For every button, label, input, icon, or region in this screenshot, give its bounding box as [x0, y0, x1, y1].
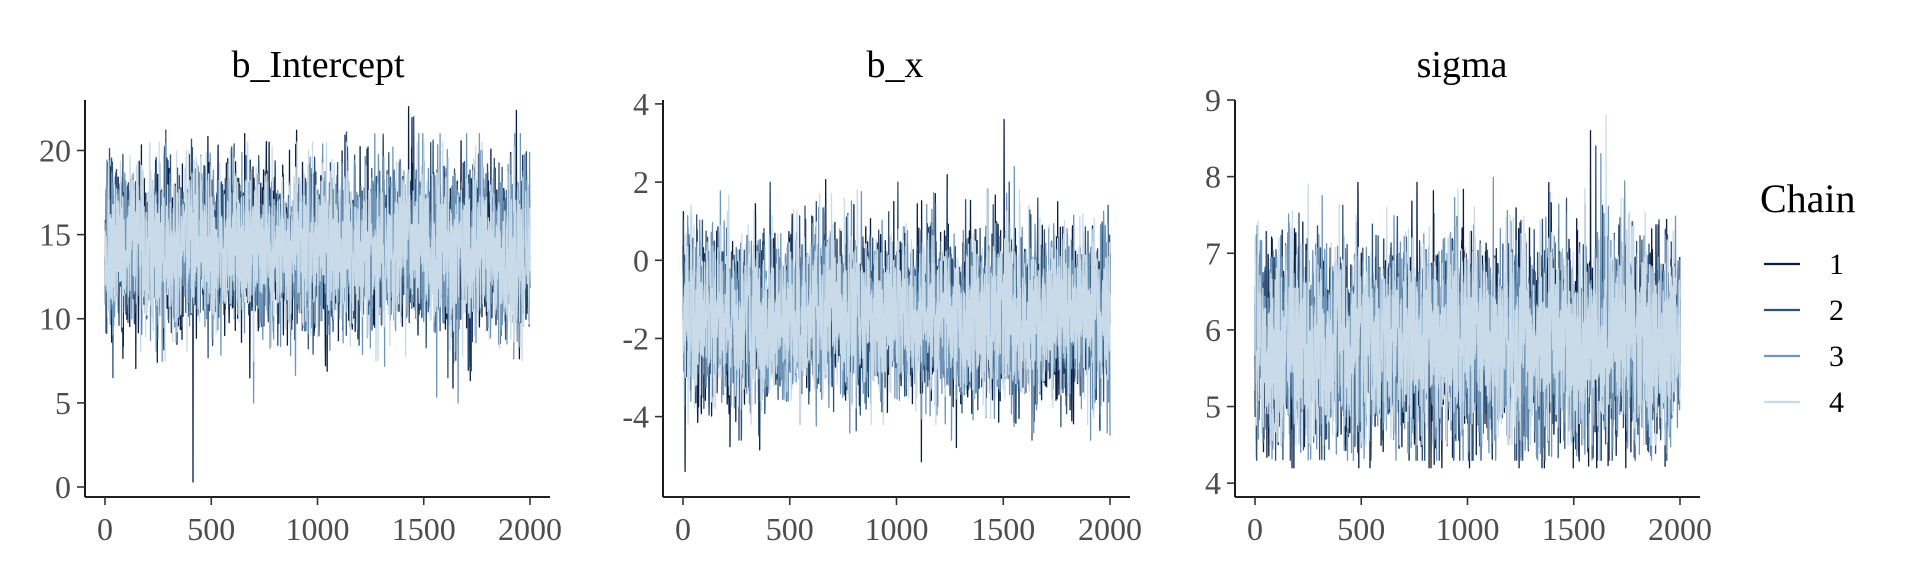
- legend-label: 2: [1829, 294, 1844, 327]
- legend-label: 1: [1829, 248, 1844, 281]
- x-tick-label: 500: [766, 511, 814, 547]
- y-tick-label: 10: [39, 301, 71, 337]
- y-tick-label: 5: [55, 385, 71, 421]
- x-tick-label: 1500: [392, 511, 456, 547]
- y-tick-label: 7: [1205, 235, 1221, 271]
- y-tick-label: 9: [1205, 82, 1221, 118]
- x-tick-label: 1500: [971, 511, 1035, 547]
- panel-title: b_x: [867, 44, 924, 86]
- x-tick-label: 1000: [286, 511, 350, 547]
- x-tick-label: 1000: [865, 511, 929, 547]
- trace-chain-4: [682, 189, 1111, 426]
- x-tick-label: 1500: [1542, 511, 1606, 547]
- y-tick-label: 15: [39, 217, 71, 253]
- traces: [1254, 114, 1681, 469]
- y-tick-label: 4: [633, 86, 649, 122]
- legend-entries: 1 2 3 4: [1764, 248, 1844, 419]
- panel-sigma: sigma 4 5 6 7 8 9 0 500 1000 1500 2000: [1205, 44, 1712, 547]
- legend-entry-1: 1: [1764, 248, 1844, 281]
- legend-label: 3: [1829, 340, 1844, 373]
- x-tick-label: 2000: [1078, 511, 1142, 547]
- y-tick-label: 0: [55, 469, 71, 505]
- x-tick-label: 0: [97, 511, 113, 547]
- x-tick-label: 2000: [1648, 511, 1712, 547]
- y-tick-label: 4: [1205, 465, 1221, 501]
- legend-entry-3: 3: [1764, 340, 1844, 373]
- y-tick-label: 8: [1205, 159, 1221, 195]
- y-tick-label: 5: [1205, 389, 1221, 425]
- x-tick-label: 0: [675, 511, 691, 547]
- x-tick-label: 1000: [1436, 511, 1500, 547]
- legend-label: 4: [1829, 386, 1844, 419]
- panel-title: b_Intercept: [231, 44, 404, 86]
- traces: [104, 106, 531, 483]
- traces: [682, 118, 1111, 473]
- x-tick-label: 500: [1337, 511, 1385, 547]
- y-tick-label: 6: [1205, 312, 1221, 348]
- y-tick-label: 0: [633, 242, 649, 278]
- legend-entry-4: 4: [1764, 386, 1844, 419]
- x-tick-label: 0: [1247, 511, 1263, 547]
- y-tick-label: 2: [633, 164, 649, 200]
- panel-b_Intercept: b_Intercept 0 5 10 15 20 0 500 1000 1500 2000: [39, 44, 562, 547]
- y-tick-label: -2: [622, 320, 649, 356]
- x-tick-label: 2000: [498, 511, 562, 547]
- y-tick-label: 20: [39, 132, 71, 168]
- panel-b_x: b_x -4 -2 0 2 4 0 500 1000 1500 2000: [622, 44, 1142, 547]
- trace-chain-4: [1254, 114, 1681, 446]
- y-tick-label: -4: [622, 399, 649, 435]
- panel-title: sigma: [1417, 44, 1508, 86]
- legend-entry-2: 2: [1764, 294, 1844, 327]
- trace-chain-4: [104, 141, 531, 362]
- legend-title: Chain: [1760, 176, 1856, 221]
- x-tick-label: 500: [187, 511, 235, 547]
- legend: Chain 1 2 3 4: [1760, 176, 1856, 419]
